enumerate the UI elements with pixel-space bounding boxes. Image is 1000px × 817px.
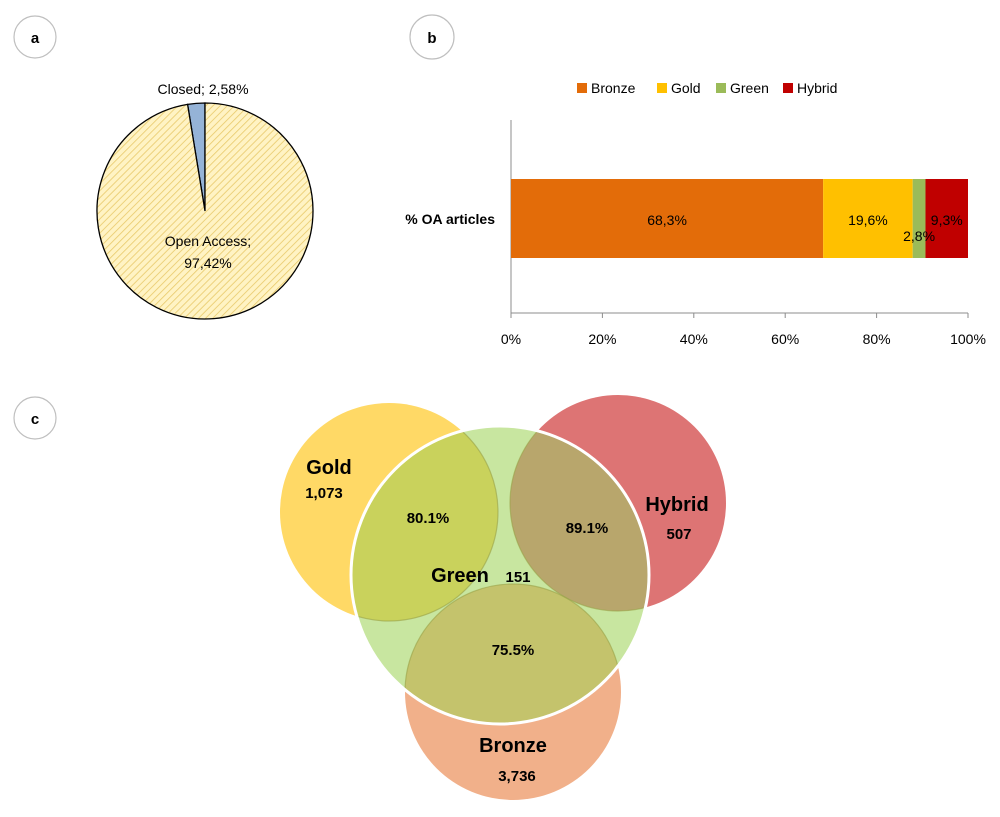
pie-slice-open-access <box>96 102 314 320</box>
category-label: % OA articles <box>405 211 495 227</box>
bar-segment-bronze <box>511 179 824 258</box>
venn-count-bronze: 3,736 <box>498 768 536 785</box>
x-tick-label: 40% <box>680 331 708 347</box>
bar-label-bronze: 68,3% <box>647 212 687 228</box>
x-tick-label: 80% <box>863 331 891 347</box>
legend-swatch-green <box>716 83 726 93</box>
panel-a-label: a <box>31 30 40 47</box>
pie-label-closed: Closed; 2,58% <box>157 81 248 97</box>
venn-circle-green-outline <box>349 424 651 726</box>
pie-label-open-access-line1: Open Access; <box>165 233 251 249</box>
stacked-bar-chart: Bronze Gold Green Hybrid 0% 20% 40% 60% 80% 100%%… <box>405 80 986 347</box>
venn-label-bronze: Bronze <box>479 735 547 757</box>
venn-overlap-label-bronze-green: 75.5% <box>492 642 535 659</box>
legend-label-hybrid: Hybrid <box>797 80 837 96</box>
venn-overlap-edge-gold <box>351 426 499 622</box>
legend-label-gold: Gold <box>671 80 701 96</box>
x-tick-label: 100% <box>950 331 986 347</box>
legend-swatch-bronze <box>577 83 587 93</box>
pie-label-open-access-line2: 97,42% <box>184 255 231 271</box>
venn-count-hybrid: 507 <box>666 526 691 543</box>
panel-c-badge: c <box>13 396 57 440</box>
venn-overlap-gold-green <box>351 426 498 621</box>
x-tick-label: 60% <box>771 331 799 347</box>
bar-label-green: 2,8% <box>903 228 935 244</box>
venn-label-green: Green <box>431 565 489 587</box>
legend-swatch-gold <box>657 83 667 93</box>
venn-label-hybrid: Hybrid <box>645 494 708 516</box>
venn-overlap-label-gold-green: 80.1% <box>407 510 450 527</box>
venn-count-gold: 1,073 <box>305 485 343 502</box>
x-tick-label: 20% <box>588 331 616 347</box>
venn-label-gold: Gold <box>306 457 352 479</box>
legend-swatch-hybrid <box>783 83 793 93</box>
panel-a-badge: a <box>13 15 57 59</box>
bar-label-hybrid: 9,3% <box>931 212 963 228</box>
venn-overlap-label-hybrid-green: 89.1% <box>566 520 609 537</box>
panel-b-badge: b <box>409 14 455 60</box>
legend-label-green: Green <box>730 80 769 96</box>
venn-overlap-bronze-green <box>405 584 621 724</box>
panel-c-label: c <box>31 411 39 428</box>
venn-diagram: Gold 1,073 Hybrid 507 Green 151 Bronze 3,736 80.… <box>280 395 726 800</box>
bar-label-gold: 19,6% <box>848 212 888 228</box>
legend-label-bronze: Bronze <box>591 80 636 96</box>
panel-b-label: b <box>427 30 436 47</box>
bar-segment-gold <box>823 179 913 258</box>
venn-overlap-edge-hybrid <box>509 426 649 612</box>
x-tick-label: 0% <box>501 331 521 347</box>
bar-segment-green <box>912 179 926 258</box>
pie-chart: Closed; 2,58% Open Access; 97,42% <box>96 81 314 320</box>
bar-segment-hybrid <box>925 179 968 258</box>
venn-overlap-hybrid-green <box>510 426 649 611</box>
venn-count-green: 151 <box>505 569 530 586</box>
venn-overlaps <box>351 426 649 724</box>
